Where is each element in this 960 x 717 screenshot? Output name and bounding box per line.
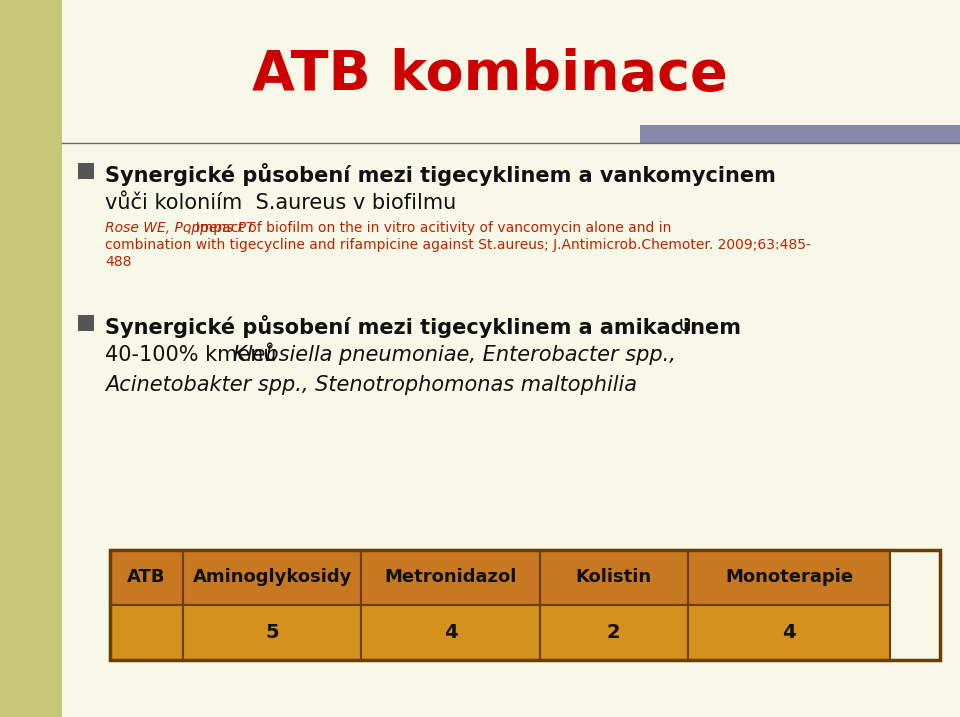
Bar: [540, 550, 687, 605]
Text: Acinetobakter spp., Stenotrophomonas maltophilia: Acinetobakter spp., Stenotrophomonas mal…: [105, 375, 637, 395]
Bar: [540, 605, 687, 660]
Text: 5: 5: [266, 623, 279, 642]
Text: Rose WE, Poppens PT: Rose WE, Poppens PT: [105, 221, 254, 235]
Bar: [362, 550, 540, 605]
Text: u: u: [672, 315, 692, 335]
Text: 40-100% kmenů: 40-100% kmenů: [105, 345, 283, 365]
Bar: [640, 125, 960, 143]
Bar: [110, 605, 183, 660]
Text: Kolistin: Kolistin: [576, 569, 652, 587]
Bar: [183, 550, 362, 605]
Text: Synergické působení mezi tigecyklinem a vankomycinem: Synergické působení mezi tigecyklinem a …: [105, 163, 776, 186]
Bar: [110, 550, 183, 605]
Bar: [110, 550, 940, 660]
Text: Synergické působení mezi tigecyklinem a amikacinem: Synergické působení mezi tigecyklinem a …: [105, 315, 741, 338]
Bar: [183, 605, 362, 660]
Text: 2: 2: [607, 623, 620, 642]
Text: Monoterapie: Monoterapie: [725, 569, 853, 587]
Bar: [78, 163, 94, 179]
Text: ATB: ATB: [128, 569, 166, 587]
Text: 4: 4: [444, 623, 458, 642]
Bar: [78, 315, 94, 331]
Bar: [687, 550, 890, 605]
Text: , Impact of biofilm on the in vitro acitivity of vancomycin alone and in: , Impact of biofilm on the in vitro acit…: [187, 221, 671, 235]
Text: combination with tigecycline and rifampicine against St.aureus; J.Antimicrob.Che: combination with tigecycline and rifampi…: [105, 238, 811, 252]
Text: 488: 488: [105, 255, 132, 269]
Bar: [687, 605, 890, 660]
Bar: [0, 0, 62, 717]
Text: Klebsiella pneumoniae, Enterobacter spp.,: Klebsiella pneumoniae, Enterobacter spp.…: [233, 345, 676, 365]
Text: Metronidazol: Metronidazol: [385, 569, 516, 587]
Text: 4: 4: [782, 623, 796, 642]
Text: vůči koloniím  S.aureus v biofilmu: vůči koloniím S.aureus v biofilmu: [105, 193, 456, 213]
Text: ATB kombinace: ATB kombinace: [252, 48, 728, 102]
Text: Aminoglykosidy: Aminoglykosidy: [193, 569, 352, 587]
Bar: [362, 605, 540, 660]
